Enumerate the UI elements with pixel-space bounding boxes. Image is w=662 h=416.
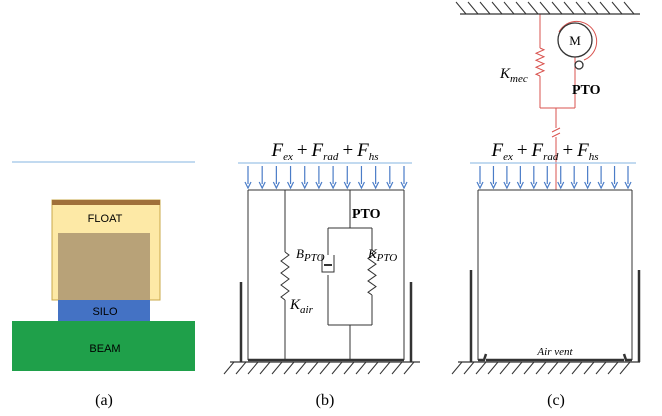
hatch (588, 2, 598, 14)
hatch (504, 2, 514, 14)
hatch (492, 2, 502, 14)
float-top (52, 200, 160, 205)
float-label: FLOAT (88, 213, 123, 225)
air-spring-label: Kair (289, 297, 314, 316)
hatch (488, 362, 498, 374)
hatch (536, 362, 546, 374)
hatch (524, 362, 534, 374)
float-inner (58, 233, 150, 300)
hatch (308, 362, 318, 374)
hatch (560, 362, 570, 374)
vent-edge (624, 354, 632, 360)
hatch (368, 362, 378, 374)
pto-label: PTO (572, 83, 601, 98)
line (552, 128, 560, 132)
caption: (b) (316, 392, 335, 409)
hatch (272, 362, 282, 374)
hatch (500, 362, 510, 374)
line (552, 133, 560, 137)
beam-label: BEAM (89, 343, 120, 355)
motor-label: M (569, 33, 581, 48)
hatch (284, 362, 294, 374)
hatch (468, 2, 478, 14)
hatch (624, 2, 634, 14)
hatch (512, 362, 522, 374)
mec-spring-label: Kmec (499, 66, 528, 85)
hatch (464, 362, 474, 374)
force-label: Fex+Frad+Fhs (270, 140, 378, 163)
pto-label: PTO (352, 207, 381, 222)
hatch (612, 2, 622, 14)
panel-a: FLOAT SILO BEAM (a) (12, 162, 195, 409)
force-label: Fex+Frad+Fhs (490, 140, 598, 163)
silo-label: SILO (92, 306, 118, 318)
hatch (380, 362, 390, 374)
hatch (296, 362, 306, 374)
hatch (548, 362, 558, 374)
caption: (a) (95, 392, 113, 409)
hatch (320, 362, 330, 374)
hatch (600, 2, 610, 14)
hatch (452, 362, 462, 374)
hatch (260, 362, 270, 374)
vent-edge (478, 354, 486, 360)
hatch (596, 362, 606, 374)
pulley (575, 61, 583, 69)
hatch (404, 362, 414, 374)
spring (536, 48, 544, 76)
hatch (332, 362, 342, 374)
hatch (540, 2, 550, 14)
hatch (528, 2, 538, 14)
hatch (576, 2, 586, 14)
hatch (456, 2, 466, 14)
hatch (224, 362, 234, 374)
hatch (476, 362, 486, 374)
hatch (608, 362, 618, 374)
hatch (248, 362, 258, 374)
hatch (620, 362, 630, 374)
hatch (572, 362, 582, 374)
hatch (480, 2, 490, 14)
figure: FLOAT SILO BEAM (a) Fex+Frad+Fhs PTO BPT… (0, 0, 662, 416)
hatch (356, 362, 366, 374)
hatch (584, 362, 594, 374)
vent-label: Air vent (536, 346, 573, 358)
hatch (552, 2, 562, 14)
damper-label: BPTO (296, 246, 325, 264)
hatch (344, 362, 354, 374)
caption: (c) (547, 392, 565, 409)
hatch (236, 362, 246, 374)
hatch (564, 2, 574, 14)
spring (281, 252, 289, 300)
hatch (516, 2, 526, 14)
hatch (392, 362, 402, 374)
